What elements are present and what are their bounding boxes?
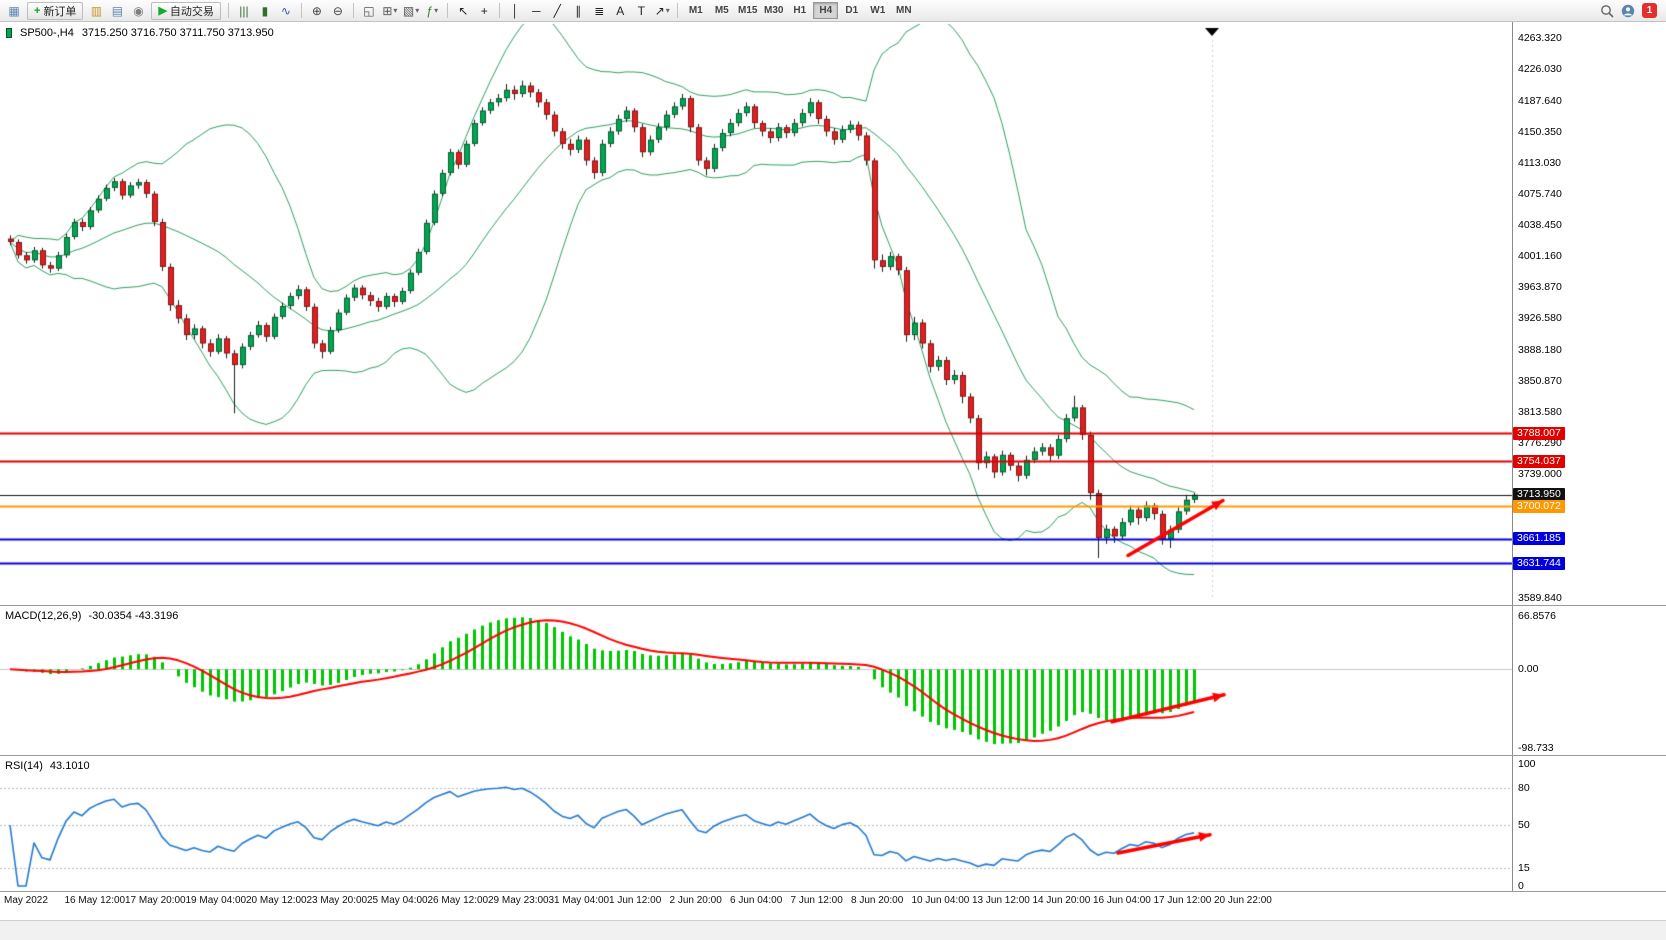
timeframe-button-M15[interactable]: M15 [738,5,758,16]
zoom-in-icon[interactable]: ⊕ [311,3,322,18]
toolbar-right-group: 1 [1600,3,1657,18]
panel-separator-rsi[interactable] [0,755,1666,756]
toolbar-separator [227,3,229,18]
toolbar-separator [447,3,449,18]
trendline-icon[interactable]: ╱ [553,3,561,18]
toolbar-separator [499,3,501,18]
line-chart-icon[interactable]: ∿ [280,3,291,18]
autotrading-button[interactable]: ▶ 自动交易 [151,1,221,20]
toolbar-separator [300,3,302,18]
bar-chart-icon[interactable]: ||| [239,3,249,18]
market-watch-icon[interactable]: ▥ [90,3,103,18]
new-order-button-label: 新订单 [43,5,77,18]
navigator-icon[interactable]: ◉ [133,3,144,18]
profiles-icon[interactable]: ▧ ▾ [402,3,420,18]
status-bar [0,920,1666,940]
toolbar-items: ▦ + 新订单 ▥ ▤ ◉ ▶ 自动交易 ||| ▮ ∿ ⊕ ⊖ ◱ ⊞ ▾ ▧ ▾ ƒ ▾ ↖ + │ ─ ╱ ∥ ≣ A T ↗ ▾ M1… [4,1,916,20]
timeframe-button-M30[interactable]: M30 [764,5,784,16]
zoom-out-icon[interactable]: ⊖ [332,3,343,18]
timeframe-button-MN[interactable]: MN [895,5,912,16]
new-chart-icon[interactable]: ⊞ ▾ [382,3,398,18]
timeframe-button-M5[interactable]: M5 [714,5,729,16]
data-window-icon[interactable]: ▤ [111,3,124,18]
account-icon[interactable] [1621,4,1635,18]
cursor-icon[interactable]: ↖ [458,3,469,18]
candlestick-chart-icon[interactable]: ▮ [261,3,269,18]
arrows-icon[interactable]: ↗ ▾ [654,3,670,18]
autotrading-button-label: 自动交易 [169,5,214,18]
timeframe-button-D1[interactable]: D1 [845,5,859,16]
search-icon[interactable] [1600,4,1614,18]
toolbar: ▦ + 新订单 ▥ ▤ ◉ ▶ 自动交易 ||| ▮ ∿ ⊕ ⊖ ◱ ⊞ ▾ ▧ ▾ ƒ ▾ ↖ + │ ─ ╱ ∥ ≣ A T ↗ ▾ M1… [0,0,1666,22]
autotrading-button-icon: ▶ [158,5,167,17]
horizontal-line-icon[interactable]: ─ [532,3,541,18]
toolbar-separator [677,3,679,18]
panel-separator-macd[interactable] [0,605,1666,606]
price-axis-border[interactable] [1512,22,1513,891]
fibonacci-icon[interactable]: ≣ [594,3,605,18]
crosshair-icon[interactable]: + [480,3,488,18]
notification-badge[interactable]: 1 [1642,3,1657,18]
timeframe-button-W1[interactable]: W1 [870,5,886,16]
indicators-icon[interactable]: ƒ ▾ [426,3,439,18]
text-icon[interactable]: A [616,3,625,18]
label-icon[interactable]: T [637,3,645,18]
chart-window-icon[interactable]: ▦ [8,3,20,18]
timeframe-button-M1[interactable]: M1 [688,5,703,16]
channel-icon[interactable]: ∥ [575,3,582,18]
tile-windows-icon[interactable]: ◱ [363,3,375,18]
toolbar-separator [352,3,354,18]
vertical-line-icon[interactable]: │ [511,3,520,18]
timeframe-button-H4[interactable]: H4 [813,2,839,19]
new-order-button-icon: + [34,4,41,17]
timeframe-button-H1[interactable]: H1 [793,5,807,16]
time-axis-border [0,891,1666,892]
new-order-button[interactable]: + 新订单 [27,1,84,20]
